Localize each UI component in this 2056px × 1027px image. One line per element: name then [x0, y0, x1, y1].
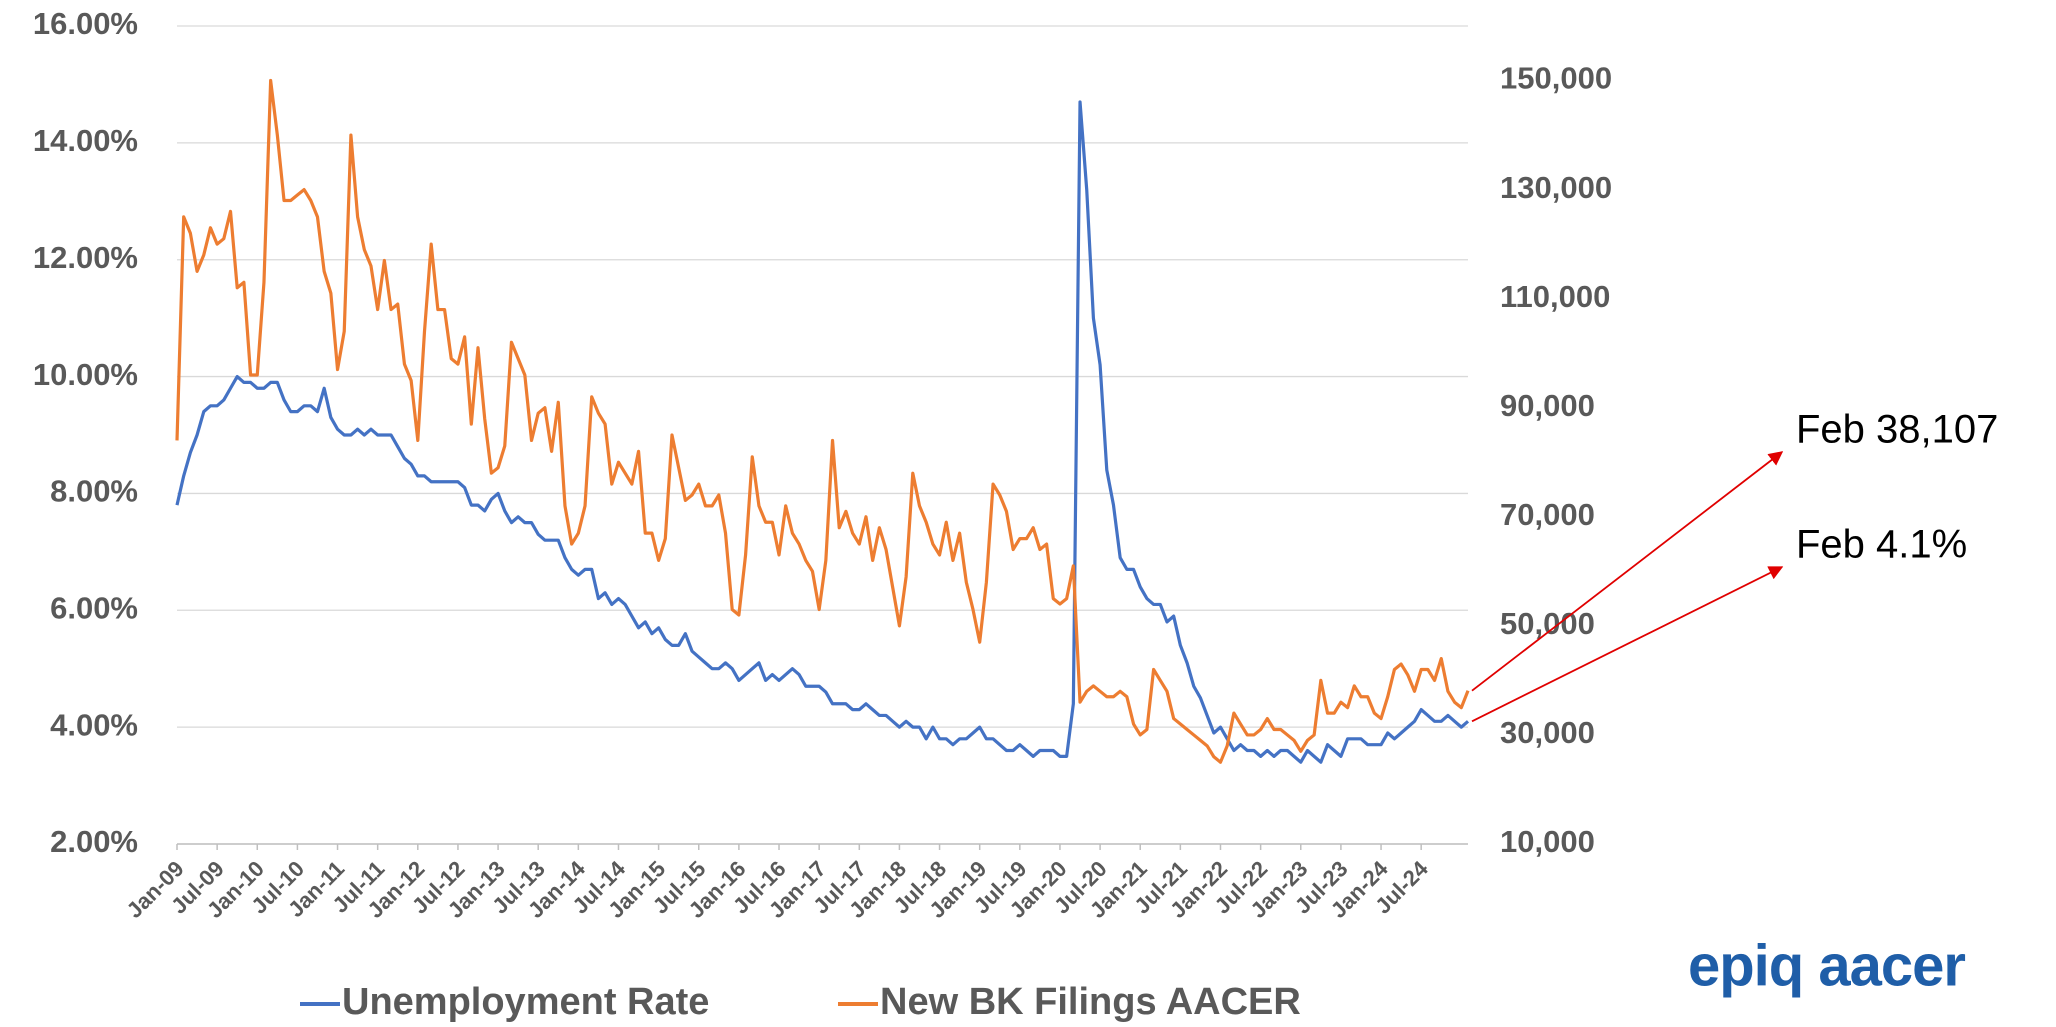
- y2-tick-label: 30,000: [1500, 715, 1595, 750]
- y2-tick-label: 70,000: [1500, 497, 1595, 532]
- y-tick-label: 14.00%: [33, 123, 138, 158]
- series-line: [175, 100, 1470, 764]
- annotation-arrow: [1471, 566, 1784, 723]
- y-tick-label: 6.00%: [50, 590, 138, 625]
- annotation: Feb 4.1%: [1796, 523, 1967, 567]
- legend-label: New BK Filings AACER: [880, 981, 1301, 1023]
- y2-tick-label: 50,000: [1500, 606, 1595, 641]
- annotation: Feb 38,107: [1796, 408, 1998, 452]
- y-tick-label: 16.00%: [33, 6, 138, 41]
- y2-tick-label: 90,000: [1500, 388, 1595, 423]
- y-tick-label: 2.00%: [50, 824, 138, 859]
- y2-tick-label: 150,000: [1500, 61, 1612, 96]
- y2-tick-label: 110,000: [1500, 279, 1610, 314]
- annotation-arrow: [1471, 451, 1784, 692]
- y2-tick-label: 10,000: [1500, 824, 1595, 859]
- y2-tick-label: 130,000: [1500, 170, 1612, 205]
- y-tick-label: 4.00%: [50, 707, 138, 742]
- logo: epiq aacer: [1688, 933, 1965, 998]
- y-tick-label: 10.00%: [33, 357, 138, 392]
- series-line: [175, 78, 1470, 764]
- y-tick-label: 8.00%: [50, 474, 138, 509]
- y-tick-label: 12.00%: [33, 240, 138, 275]
- legend-label: Unemployment Rate: [342, 981, 709, 1023]
